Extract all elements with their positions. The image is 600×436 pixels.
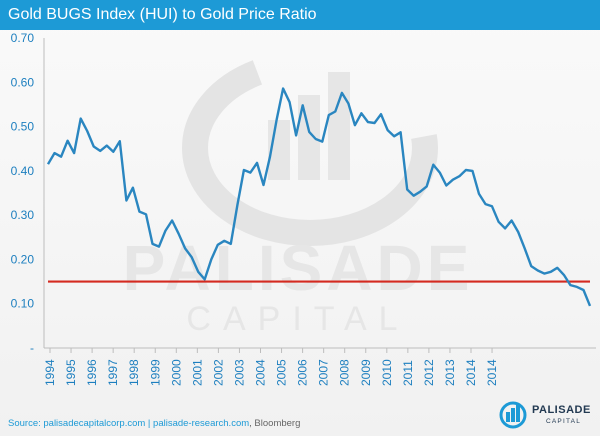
watermark: PALISADE CAPITAL (123, 50, 474, 338)
chart-title: Gold BUGS Index (HUI) to Gold Price Rati… (8, 6, 317, 23)
title-bar: Gold BUGS Index (HUI) to Gold Price Rati… (0, 0, 600, 30)
watermark-sub: CAPITAL (186, 300, 409, 338)
x-tick-label: 2004 (254, 359, 268, 386)
y-tick-label: 0.70 (11, 31, 35, 45)
x-tick-label: 2008 (338, 359, 352, 386)
y-tick-label: 0.30 (11, 208, 35, 222)
x-tick-label: 2006 (296, 359, 310, 386)
source-footer: Source: palisadecapitalcorp.com | palisa… (8, 418, 300, 429)
x-tick-label: 2007 (317, 359, 331, 386)
y-tick-label: 0.40 (11, 164, 35, 178)
x-tick-label: 1997 (106, 359, 120, 386)
watermark-swoosh (182, 50, 438, 246)
x-tick-label: 2003 (232, 359, 246, 386)
x-tick-label: 1998 (127, 359, 141, 386)
watermark-name: PALISADE (123, 232, 474, 304)
watermark-bar (328, 72, 350, 180)
x-tick-label: 2012 (422, 359, 436, 386)
x-tick-label: 2010 (380, 359, 394, 386)
x-tick-label: 2013 (443, 359, 457, 386)
x-tick-label: 1996 (85, 359, 99, 386)
logo-sub: CAPITAL (546, 418, 582, 425)
series-line (46, 87, 592, 307)
y-tick-label: - (30, 341, 34, 355)
x-tick-label: 2005 (275, 359, 289, 386)
x-tick-label: 2011 (401, 360, 415, 386)
y-tick-label: 0.20 (11, 252, 35, 266)
x-tick-label: 2002 (211, 359, 225, 386)
watermark-bar (298, 95, 320, 180)
y-tick-label: 0.50 (11, 120, 35, 134)
palisade-logo: PALISADE CAPITAL (498, 398, 598, 434)
y-tick-label: 0.60 (11, 75, 35, 89)
source-other: , Bloomberg (249, 418, 301, 429)
x-tick-label: 2001 (190, 359, 204, 386)
y-tick-label: 0.10 (11, 297, 35, 311)
x-tick-label: 1999 (148, 359, 162, 386)
x-tick-label: 2000 (169, 359, 183, 386)
logo-name: PALISADE (532, 404, 591, 416)
source-link[interactable]: Source: palisadecapitalcorp.com | palisa… (8, 418, 250, 429)
x-tick-label: 1995 (64, 359, 78, 386)
x-tick-label: 2009 (359, 359, 373, 386)
logo-icon (499, 401, 527, 429)
x-tick-label: 2014 (464, 359, 478, 386)
x-tick-label: 2014 (485, 359, 499, 386)
x-tick-label: 1994 (43, 359, 57, 386)
